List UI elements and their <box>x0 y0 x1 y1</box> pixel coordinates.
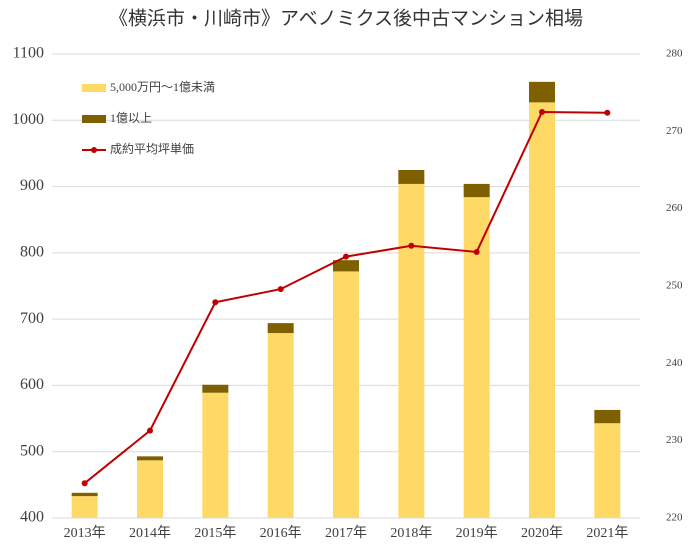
bar <box>594 409 621 424</box>
bar <box>529 102 555 518</box>
bar <box>398 183 425 519</box>
line-point <box>473 248 480 255</box>
bar <box>463 183 490 198</box>
y-tick-label: 1000 <box>12 111 44 128</box>
x-tick-label: 2015年 <box>194 525 236 541</box>
line-point <box>147 427 153 434</box>
line-point <box>539 109 545 115</box>
line-point <box>343 253 349 260</box>
bar <box>202 392 229 518</box>
line-point <box>81 480 88 487</box>
line-point <box>408 242 415 249</box>
y-tick-label: 1100 <box>13 45 44 62</box>
bar <box>529 81 555 103</box>
bar <box>71 492 98 497</box>
x-tick-label: 2021年 <box>586 525 628 541</box>
x-tick-label: 2013年 <box>64 525 106 541</box>
bar <box>71 496 98 518</box>
legend-label: 1億以上 <box>110 111 152 125</box>
bar <box>137 456 163 461</box>
legend-marker <box>91 147 97 153</box>
bar <box>137 460 163 518</box>
bar <box>267 333 294 518</box>
y2-tick-label: 230 <box>666 434 683 446</box>
bar <box>594 423 621 518</box>
y-tick-label: 800 <box>20 244 44 261</box>
y-tick-label: 400 <box>20 509 44 526</box>
y-tick-label: 500 <box>20 442 44 459</box>
y2-tick-label: 260 <box>666 202 683 214</box>
legend-label: 5,000万円～1億未満 <box>110 80 215 94</box>
line-point <box>277 286 284 293</box>
y2-tick-label: 280 <box>666 48 683 60</box>
legend-swatch <box>82 84 106 92</box>
x-tick-label: 2018年 <box>390 525 432 541</box>
bar <box>333 260 359 272</box>
y2-tick-label: 270 <box>666 125 683 137</box>
line-point <box>212 299 219 306</box>
y2-tick-label: 240 <box>666 357 683 369</box>
bar <box>202 384 229 393</box>
x-tick-label: 2020年 <box>521 525 563 541</box>
legend-label: 成約平均坪単価 <box>110 141 194 156</box>
bar <box>333 271 359 518</box>
bar <box>398 170 425 184</box>
x-tick-label: 2017年 <box>325 525 367 541</box>
y2-tick-label: 220 <box>666 512 683 524</box>
y-tick-label: 700 <box>20 310 44 327</box>
chart-title: 《横浜市・川崎市》アベノミクス後中古マンション相場 <box>109 7 583 29</box>
bar <box>463 197 490 519</box>
y-tick-label: 600 <box>20 376 44 393</box>
y-tick-label: 900 <box>20 177 44 194</box>
x-tick-label: 2016年 <box>260 525 302 541</box>
bar <box>267 323 294 334</box>
x-tick-label: 2019年 <box>456 525 498 541</box>
legend-swatch <box>82 115 106 123</box>
x-tick-label: 2014年 <box>129 525 171 541</box>
line-point <box>604 109 611 116</box>
y2-tick-label: 250 <box>666 280 683 292</box>
